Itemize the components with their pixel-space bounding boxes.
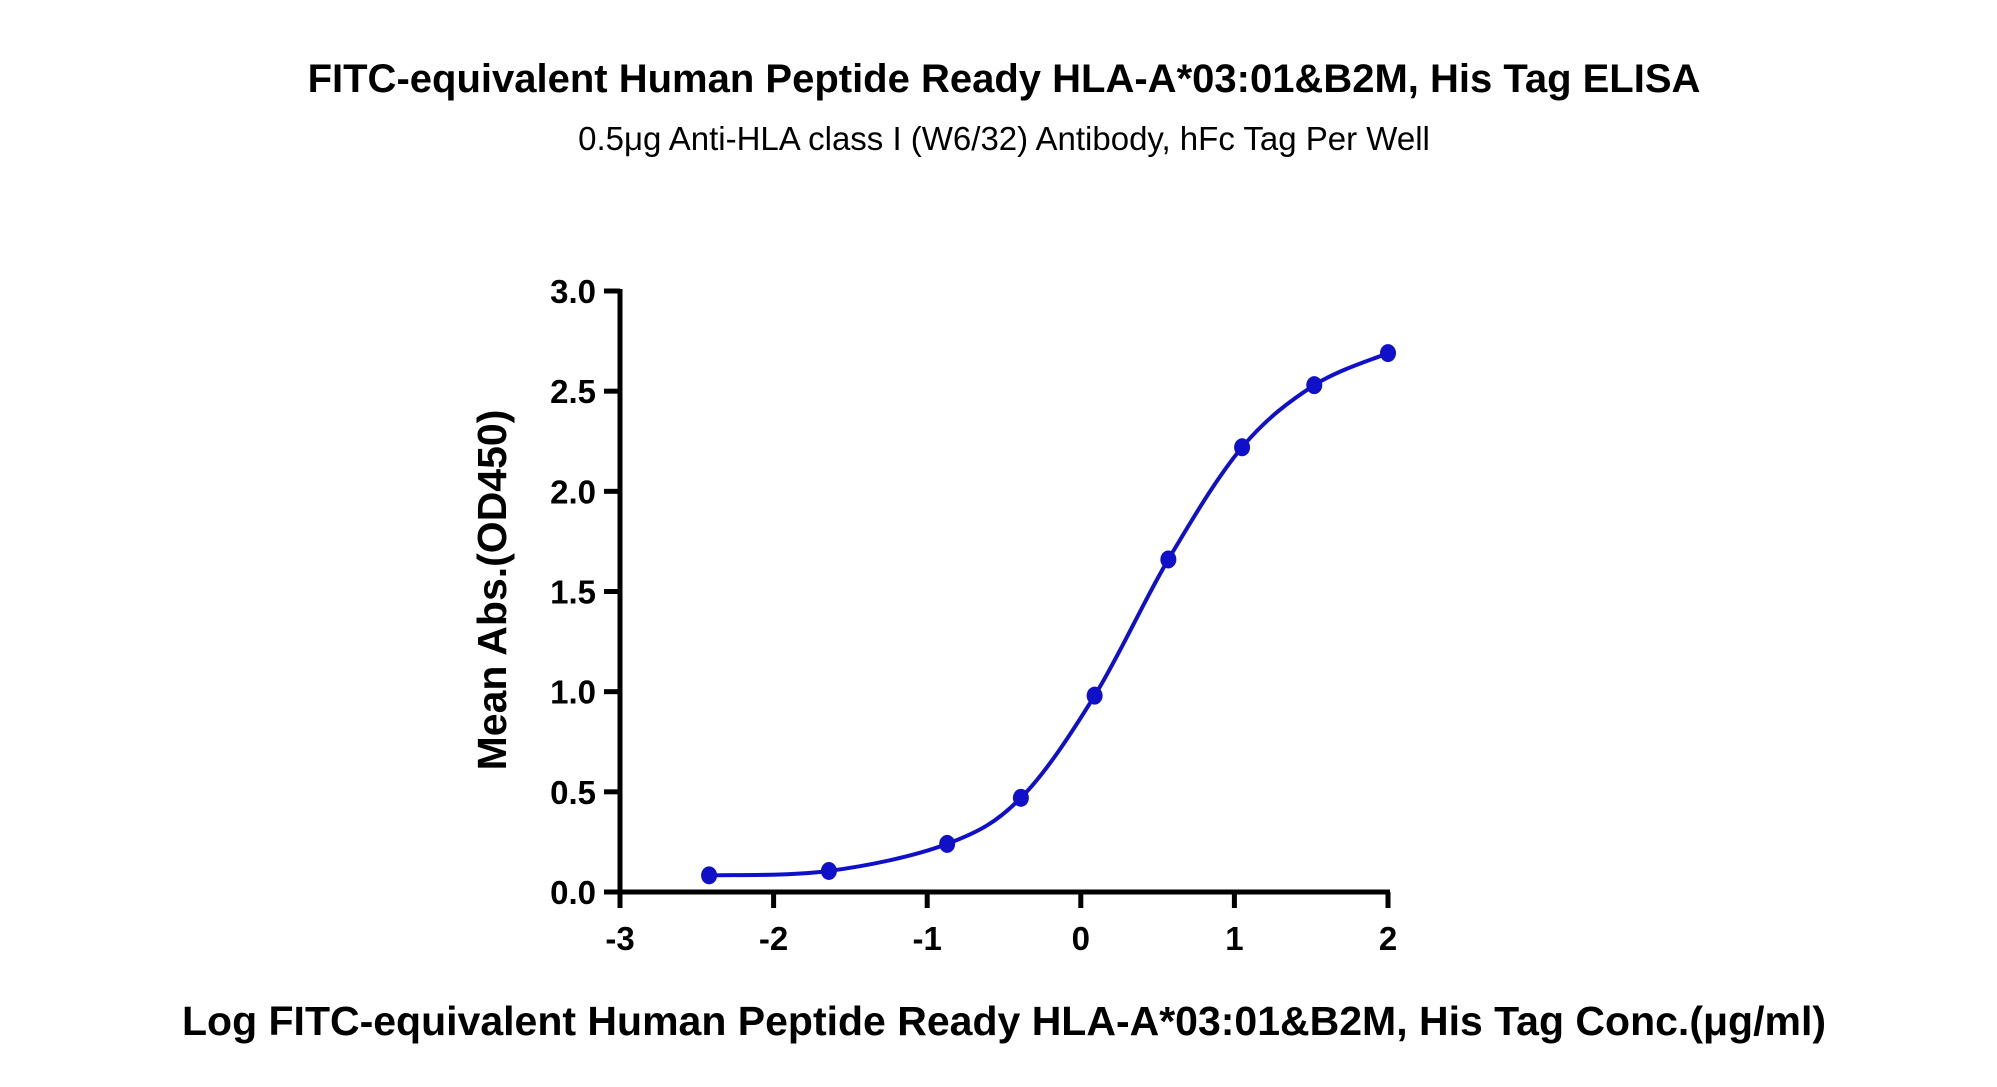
- x-tick-label: 0: [1072, 920, 1090, 957]
- x-tick-label: -3: [605, 920, 634, 957]
- y-tick-label: 2.0: [550, 473, 596, 510]
- data-point: [701, 866, 718, 885]
- data-point: [1012, 788, 1029, 807]
- x-tick-label: -1: [913, 920, 942, 957]
- data-point: [1306, 376, 1323, 395]
- data-point: [820, 861, 837, 880]
- y-tick-label: 1.5: [550, 574, 596, 611]
- fit-curve: [709, 351, 1389, 878]
- y-tick-label: 2.5: [550, 373, 596, 410]
- data-point: [1234, 438, 1251, 457]
- data-point: [939, 834, 956, 853]
- y-tick-label: 0.0: [550, 874, 596, 911]
- x-tick-label: 2: [1379, 920, 1397, 957]
- data-point: [1160, 550, 1177, 569]
- chart-title: FITC-equivalent Human Peptide Ready HLA-…: [308, 57, 1701, 101]
- x-axis-label: Log FITC-equivalent Human Peptide Ready …: [182, 998, 1826, 1044]
- data-point: [1380, 344, 1396, 363]
- y-tick-label: 3.0: [550, 273, 596, 310]
- y-axis-label: Mean Abs.(OD450): [469, 410, 515, 771]
- y-tick-label: 1.0: [550, 674, 596, 711]
- data-point: [1086, 686, 1103, 705]
- chart-subtitle: 0.5μg Anti-HLA class I (W6/32) Antibody,…: [578, 120, 1430, 157]
- y-tick-label: 0.5: [550, 774, 596, 811]
- x-tick-label: -2: [759, 920, 788, 957]
- x-tick-label: 1: [1225, 920, 1243, 957]
